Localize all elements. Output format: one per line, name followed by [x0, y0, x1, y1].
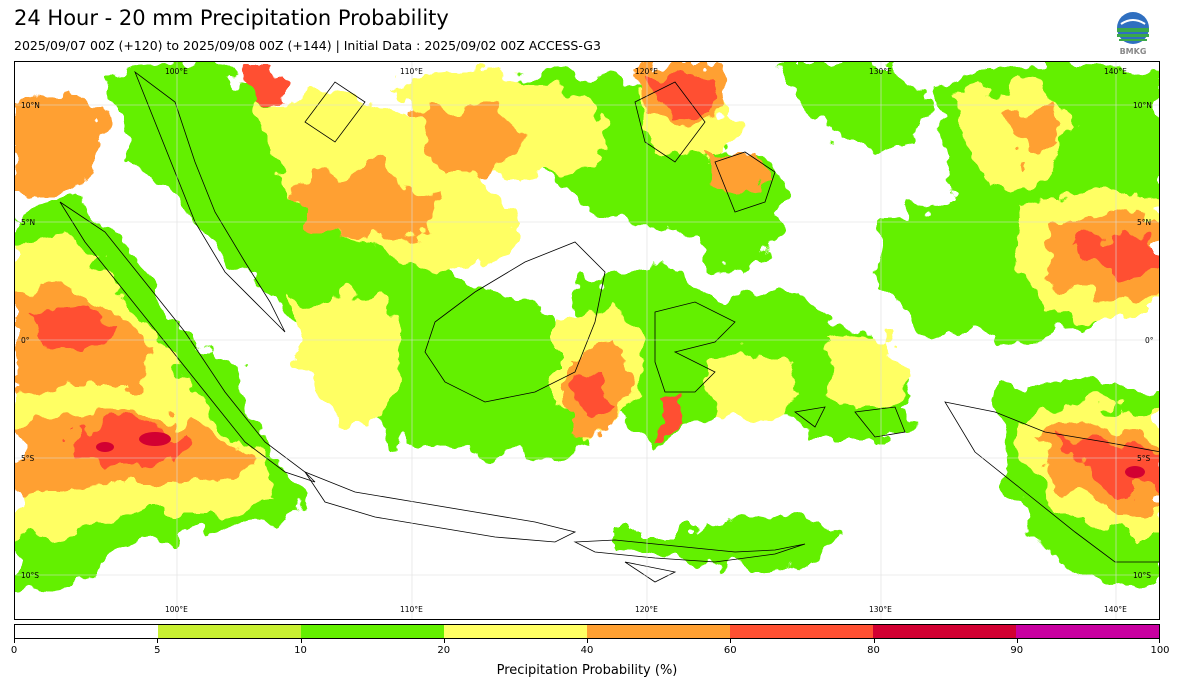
colorbar-segment-2 [301, 625, 444, 638]
colorbar-tick-label: 80 [867, 645, 880, 656]
lat-label-left-0: 0° [21, 336, 30, 345]
colorbar-tick-label: 0 [10, 645, 18, 656]
lat-label-right-5n: 5°N [1137, 218, 1152, 227]
colorbar-tick-mark [873, 639, 875, 643]
lon-label-bottom-130e: 130°E [869, 605, 892, 614]
lat-label-left-10n: 10°N [21, 101, 40, 110]
lat-label-left-10s: 10°S [21, 571, 40, 580]
colorbar-tick-label: 5 [154, 645, 161, 656]
lon-label-top-120e: 120°E [635, 67, 658, 76]
lon-label-top-140e: 140°E [1104, 67, 1127, 76]
colorbar-tick-label: 60 [723, 645, 737, 656]
colorbar-segment-1 [158, 625, 301, 638]
lon-label-bottom-100e: 100°E [165, 605, 188, 614]
colorbar-tick-mark [1016, 639, 1018, 643]
colorbar-tick-mark [157, 639, 159, 643]
lon-label-top-130e: 130°E [869, 67, 892, 76]
lon-label-bottom-140e: 140°E [1104, 605, 1127, 614]
lat-label-right-10s: 10°S [1133, 571, 1152, 580]
colorbar-tick-mark [300, 639, 302, 643]
lon-label-top-110e: 110°E [400, 67, 423, 76]
chart-subtitle: 2025/09/07 00Z (+120) to 2025/09/08 00Z … [14, 38, 601, 53]
colorbar [14, 624, 1160, 639]
colorbar-tick-label: 90 [1010, 645, 1024, 656]
colorbar-segment-5 [730, 625, 873, 638]
colorbar-tick-mark [587, 639, 588, 643]
bmkg-logo: BMKG [1110, 10, 1156, 56]
colorbar-tick-mark [1159, 639, 1160, 643]
precipitation-map: 100°E 110°E 120°E 130°E 140°E 100°E 110°… [14, 61, 1160, 620]
colorbar-tick-label: 40 [580, 645, 594, 656]
colorbar-tick-mark [730, 639, 732, 643]
colorbar-segment-4 [587, 625, 730, 638]
colorbar-segment-7 [1016, 625, 1159, 638]
colorbar-segment-3 [444, 625, 587, 638]
colorbar-tick-label: 20 [437, 645, 451, 656]
coastlines [59, 70, 1159, 583]
lon-label-top-100e: 100°E [165, 67, 188, 76]
svg-text:BMKG: BMKG [1120, 47, 1147, 56]
lat-label-right-10n: 10°N [1133, 101, 1152, 110]
colorbar-segment-6 [873, 625, 1016, 638]
lat-label-left-5s: 5°S [21, 454, 35, 463]
colorbar-label: Precipitation Probability (%) [496, 663, 678, 678]
chart-title: 24 Hour - 20 mm Precipitation Probabilit… [14, 6, 449, 30]
lon-label-bottom-110e: 110°E [400, 605, 423, 614]
colorbar-segment-0 [15, 625, 158, 638]
colorbar-tick-label: 10 [294, 645, 307, 656]
lat-label-left-5n: 5°N [21, 218, 36, 227]
lon-label-bottom-120e: 120°E [635, 605, 658, 614]
map-canvas [15, 62, 1159, 619]
lat-label-right-5s: 5°S [1137, 454, 1151, 463]
prob-80-90-areas [96, 432, 1145, 478]
lat-label-right-0: 0° [1145, 336, 1154, 345]
graticule [15, 62, 1159, 619]
colorbar-tick-mark [14, 639, 15, 643]
colorbar-tick-mark [443, 639, 445, 643]
colorbar-tick-label: 100 [1150, 645, 1170, 656]
